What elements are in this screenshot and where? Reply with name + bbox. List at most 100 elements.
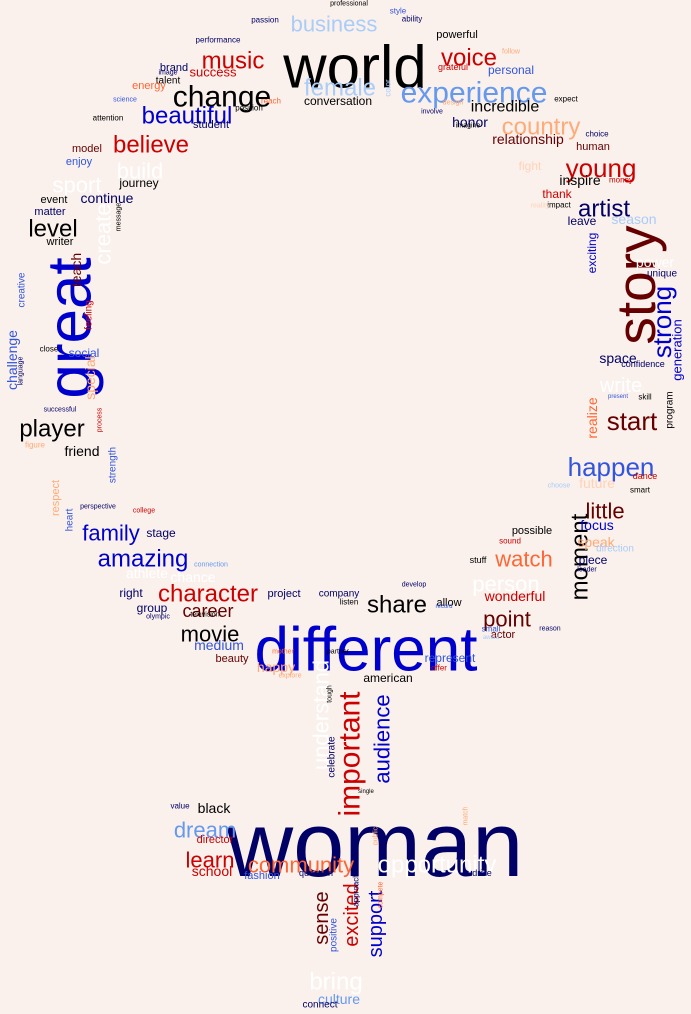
word-speak: speak (577, 534, 615, 550)
word-moment: moment (567, 513, 594, 600)
word-mother: mother (272, 649, 294, 656)
word-dance: dance (633, 471, 658, 481)
word-understand: understand (309, 660, 334, 770)
word-story: story (605, 225, 667, 345)
word-question: question (299, 868, 333, 878)
word-group: group (137, 601, 168, 615)
word-young: young (566, 153, 637, 183)
word-attention: attention (93, 114, 124, 123)
word-opportunity: opportunity (378, 852, 497, 879)
word-process: process (97, 407, 104, 432)
word-impact: impact (547, 201, 571, 210)
word-respect: respect (50, 480, 62, 516)
word-character: character (158, 581, 258, 608)
word-leave: leave (568, 214, 597, 228)
word-piece: piece (579, 553, 608, 567)
word-public: public (373, 826, 380, 845)
word-celebrate: celebrate (327, 736, 338, 778)
word-athlete: athlete (126, 565, 168, 581)
word-powerful: powerful (436, 29, 478, 41)
word-olympic: olympic (146, 614, 170, 621)
word-money: money (609, 176, 633, 185)
word-creative: creative (17, 272, 28, 307)
word-allow: allow (436, 597, 461, 609)
word-watch: watch (494, 547, 552, 572)
word-passion: passion (251, 16, 279, 25)
word-generation: generation (670, 319, 685, 380)
word-fashion: fashion (244, 870, 279, 882)
word-country: country (502, 114, 581, 141)
word-excited: excited (341, 883, 363, 946)
word-explore: explore (279, 673, 302, 680)
word-continue: continue (81, 190, 134, 206)
word-relationship: relationship (492, 131, 564, 147)
word-single: single (358, 789, 374, 795)
word-start: start (607, 406, 658, 436)
word-offer: offer (431, 664, 447, 673)
word-imagine: imagine (456, 123, 481, 130)
word-partner: partner (327, 649, 350, 656)
word-enjoy: enjoy (66, 156, 93, 168)
word-dream: dream (174, 818, 236, 843)
word-incredible: incredible (471, 99, 540, 116)
word-energy: energy (132, 80, 166, 92)
word-person: person (472, 572, 539, 597)
word-great: great (36, 257, 105, 398)
word-successful: successful (44, 407, 77, 414)
word-school: school (192, 863, 232, 879)
word-record: record (435, 604, 452, 610)
word-voice: voice (441, 45, 497, 72)
word-happy: happy (257, 659, 295, 675)
word-community: community (248, 853, 354, 878)
word-business: business (291, 12, 378, 37)
word-style: style (390, 7, 407, 16)
word-color: color (384, 79, 393, 97)
word-develop: develop (402, 582, 427, 589)
word-performance: performance (196, 36, 241, 45)
word-artist: artist (578, 196, 630, 223)
word-different: different (255, 616, 478, 685)
word-social: social (69, 346, 100, 360)
word-choose: choose (548, 483, 571, 490)
word-unique: unique (647, 269, 677, 280)
word-amazing: amazing (98, 546, 189, 573)
word-world: world (282, 34, 426, 101)
word-little: little (585, 499, 624, 524)
word-image: image (158, 70, 177, 77)
word-culture: culture (318, 991, 360, 1007)
word-level: level (28, 216, 77, 243)
word-bring: bring (309, 969, 362, 996)
word-stuff: stuff (470, 555, 487, 565)
word-family: family (82, 521, 139, 546)
word-heart: heart (65, 508, 76, 531)
word-write: write (599, 375, 642, 397)
word-teach: teach (68, 253, 84, 287)
word-matter: matter (34, 206, 66, 218)
word-strong: strong (647, 286, 677, 358)
words-layer: woman different world great story experience c… (4, 1, 685, 1011)
word-follow: follow (502, 49, 521, 56)
word-strength: strength (108, 447, 119, 483)
word-believe: believe (113, 132, 189, 159)
word-right: right (119, 586, 143, 600)
word-career: career (182, 601, 233, 621)
word-writer: writer (46, 236, 74, 248)
word-feeling: feeling (84, 300, 95, 329)
word-space: space (599, 350, 637, 366)
word-positive: positive (329, 918, 340, 952)
word-compete: compete (378, 881, 385, 908)
word-chance: chance (170, 569, 215, 585)
word-sport: sport (53, 173, 102, 198)
word-reality: reality (531, 203, 550, 210)
word-change: change (173, 81, 271, 114)
word-director: director (197, 834, 234, 846)
word-model: model (72, 143, 102, 155)
word-success: success (190, 65, 237, 80)
word-match: match (463, 806, 470, 825)
word-focus: focus (580, 517, 613, 533)
word-project: project (267, 588, 300, 600)
word-experience: experience (401, 77, 548, 110)
word-talent: talent (156, 76, 181, 87)
